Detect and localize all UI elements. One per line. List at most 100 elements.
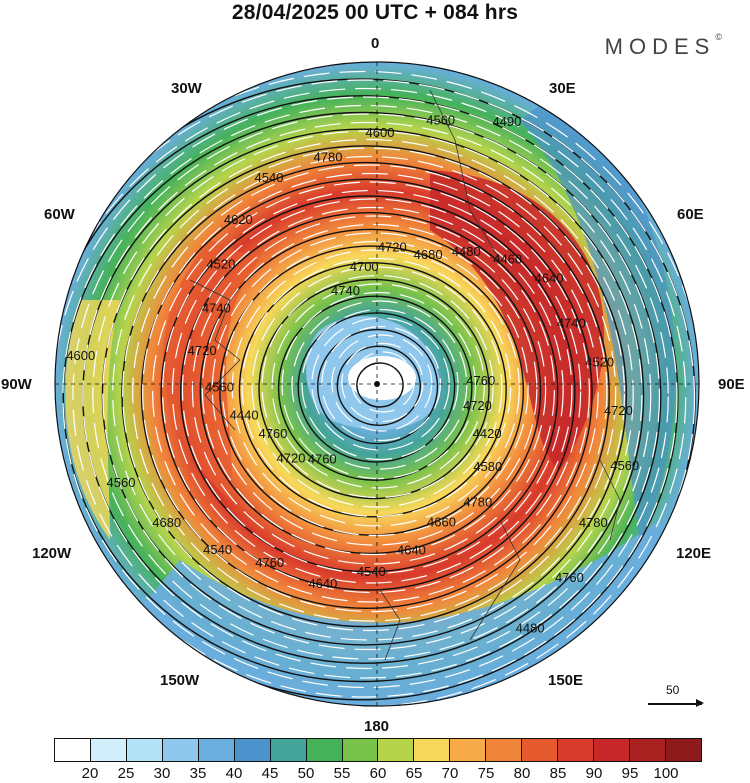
streamline: [181, 206, 564, 575]
colorbar-tick-label: 40: [225, 765, 243, 782]
wind-region-east-blue: [520, 90, 676, 540]
wind-region-west-jet: [163, 240, 260, 500]
colorbar-tick-label: 60: [369, 765, 387, 782]
contour-value-label: 4420: [473, 426, 502, 441]
lon-label-60e: 60E: [677, 206, 704, 223]
contour-value-label: 4760: [308, 452, 337, 467]
streamline: [122, 155, 617, 632]
contour-value-label: 4760: [555, 570, 584, 585]
contour-value-label: 4620: [224, 212, 253, 227]
reference-vector-label: 50: [666, 683, 680, 697]
streamline: [171, 198, 573, 584]
map-title: 28/04/2025 00 UTC + 084 hrs: [231, 1, 519, 24]
streamline: [92, 130, 643, 660]
lon-label-60w: 60W: [44, 206, 75, 223]
reference-arrow-icon: [648, 700, 704, 706]
contour-value-label: 4480: [516, 621, 545, 636]
colorbar-swatch: [665, 739, 701, 761]
contour-value-label: 4720: [188, 343, 217, 358]
geopotential-contours: [55, 78, 696, 706]
colorbar-tick-label: 100: [653, 765, 679, 782]
colorbar-swatch: [234, 739, 271, 761]
contour-value-label: 4460: [493, 251, 522, 266]
colorbar-tick-label: 25: [117, 765, 135, 782]
colorbar-swatch: [450, 739, 487, 761]
contour-value-label: 4480: [452, 244, 481, 259]
contour-value-label: 4520: [206, 257, 235, 272]
colorbar-labels: 20 25 30 35 40 45 50 55 60 65 70 75 80 85 90 95 100: [54, 765, 702, 783]
colorbar-tick-label: 20: [81, 765, 99, 782]
colorbar-tick-label: 85: [549, 765, 567, 782]
colorbar-swatch: [594, 739, 630, 761]
contour-value-label: 4740: [202, 300, 231, 315]
streamline: [152, 181, 590, 603]
colorbar-swatch: [486, 739, 523, 761]
colorbar-tick-label: 35: [189, 765, 207, 782]
streamline: [72, 113, 661, 679]
contour-line: [180, 212, 559, 573]
lon-label-90e: 90E: [718, 376, 745, 393]
colorbar-swatch: [342, 739, 379, 761]
wind-vector-arrows: [55, 70, 699, 706]
streamline: [231, 249, 520, 527]
colorbar-tick-label: 80: [513, 765, 531, 782]
streamline: [191, 215, 555, 565]
streamline: [211, 232, 538, 546]
streamline: [55, 87, 687, 706]
lon-label-150e: 150E: [548, 672, 584, 689]
lon-label-150w: 150W: [160, 672, 200, 689]
contour-value-label: 4640: [397, 542, 426, 557]
wind-minimum-core: [348, 356, 416, 400]
colorbar-tick-label: 50: [297, 765, 315, 782]
colorbar-swatch: [630, 739, 666, 761]
contour-value-label: 4560: [205, 380, 234, 395]
contour-value-label: 4540: [255, 170, 284, 185]
colorbar-tick-label: 90: [585, 765, 603, 782]
lon-label-120w: 120W: [32, 545, 72, 562]
north-pole-marker: [374, 381, 380, 387]
contour-line: [317, 328, 439, 445]
colorbar-tick-label: 70: [441, 765, 459, 782]
contour-value-label: 4780: [579, 515, 608, 530]
contour-line: [297, 312, 456, 463]
colorbar-swatch: [558, 739, 595, 761]
colorbar-tick-label: 75: [477, 765, 495, 782]
streamline: [55, 96, 678, 698]
contour-value-label: 4640: [535, 270, 564, 285]
streamline: [241, 257, 512, 518]
streamline: [112, 147, 626, 641]
contour-labels: 4760472047204780472046404640454045604560…: [66, 112, 639, 635]
streamline: [251, 266, 503, 508]
streamline: [55, 79, 696, 706]
contour-value-label: 4720: [604, 403, 633, 418]
lon-label-30e: 30E: [549, 80, 576, 97]
contour-line: [336, 345, 421, 426]
contour-value-label: 4760: [258, 426, 287, 441]
colorbar-swatch: [306, 739, 343, 761]
streamline: [271, 283, 485, 489]
streamline: [221, 240, 529, 537]
contour-value-label: 4700: [350, 259, 379, 274]
streamline: [82, 121, 652, 670]
colorbar-swatch: [270, 739, 307, 761]
contour-value-label: 4560: [426, 112, 455, 127]
lon-label-90w: 90W: [1, 376, 32, 393]
contour-line: [356, 362, 404, 408]
streamline: [132, 164, 608, 622]
contour-line: [140, 178, 593, 609]
contour-line: [277, 295, 473, 481]
contour-line: [258, 278, 490, 500]
colorbar-swatch: [522, 739, 559, 761]
streamline: [142, 172, 599, 613]
colorbar-swatch: [378, 739, 415, 761]
contour-value-label: 4560: [107, 475, 136, 490]
contour-value-label: 4760: [255, 555, 284, 570]
wind-region-west-yellow: [65, 300, 120, 540]
streamline: [321, 325, 442, 442]
colorbar-tick-label: 45: [261, 765, 279, 782]
contour-value-label: 4600: [66, 348, 95, 363]
streamline: [201, 223, 547, 556]
streamline: [331, 334, 433, 432]
streamline: [351, 351, 415, 413]
lon-label-0: 0: [371, 35, 380, 52]
